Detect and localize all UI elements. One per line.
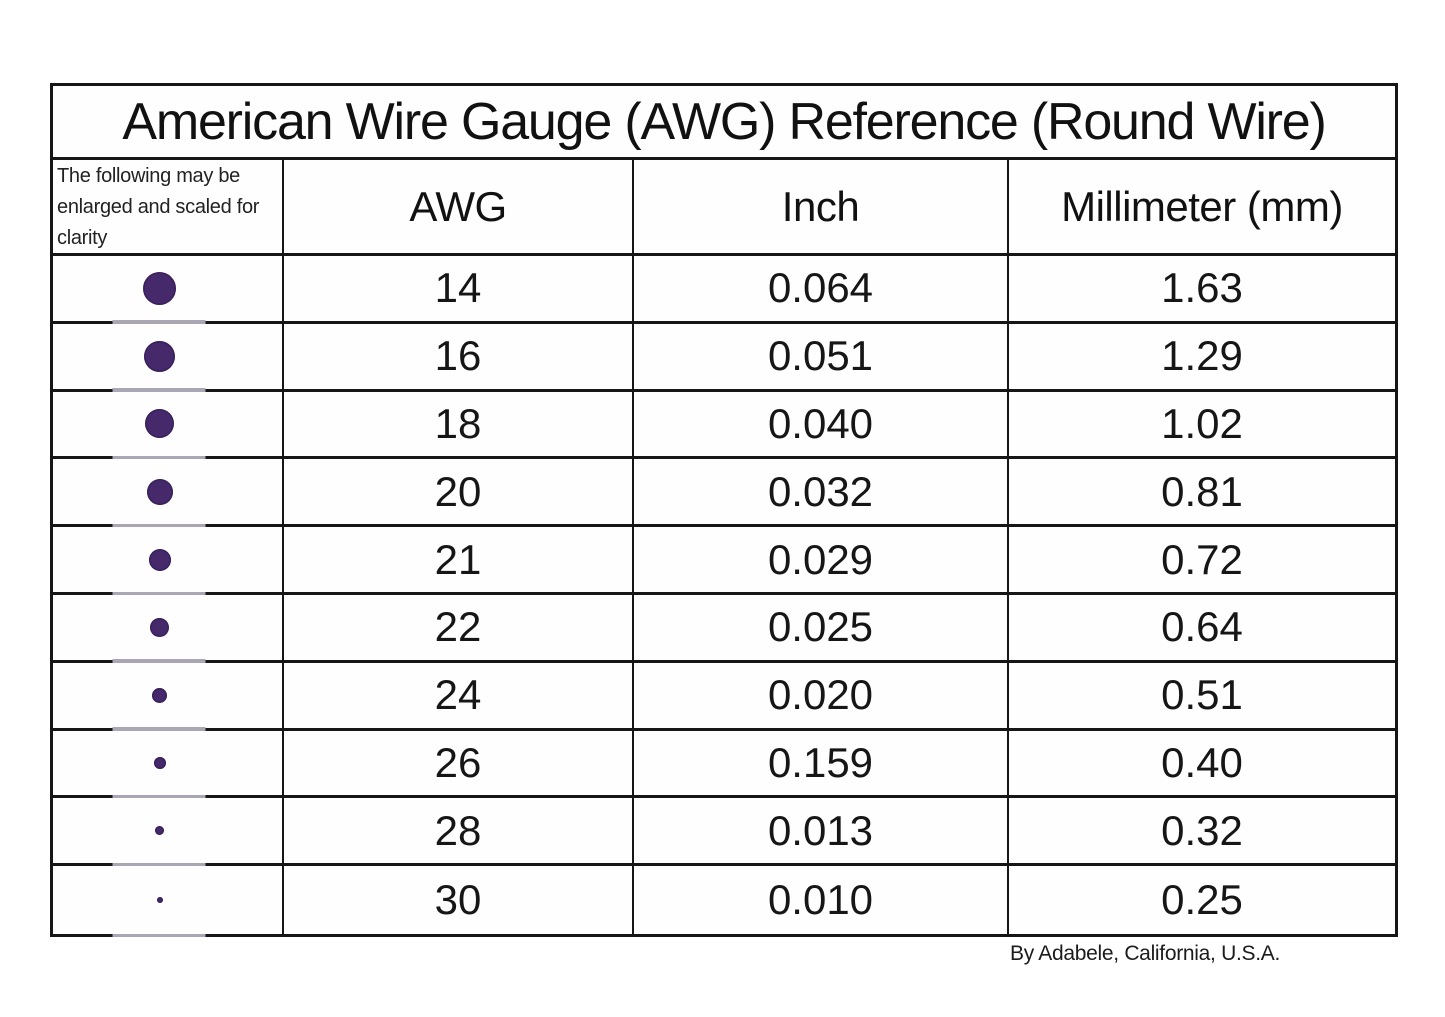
header-note: The following may be enlarged and scaled… — [53, 160, 284, 256]
wire-size-dot-cell — [53, 595, 284, 663]
awg-value: 22 — [284, 595, 634, 663]
wire-size-dot-cell — [53, 730, 284, 799]
inch-value: 0.159 — [634, 730, 1009, 799]
inch-value: 0.025 — [634, 595, 1009, 663]
inch-value: 0.032 — [634, 459, 1009, 528]
awg-value: 14 — [284, 256, 634, 324]
mm-value: 1.63 — [1009, 256, 1395, 324]
inch-value: 0.064 — [634, 256, 1009, 324]
inch-value: 0.013 — [634, 798, 1009, 867]
credit-text: By Adabele, California, U.S.A. — [1010, 942, 1280, 965]
mm-value: 1.02 — [1009, 391, 1395, 460]
wire-dot-icon — [150, 617, 169, 637]
wire-dot-icon — [153, 756, 166, 769]
wire-dot-icon — [155, 826, 164, 836]
mm-value: 0.51 — [1009, 662, 1395, 731]
wire-size-dot-cell — [53, 459, 284, 528]
inch-value: 0.051 — [634, 323, 1009, 392]
awg-reference-table: American Wire Gauge (AWG) Reference (Rou… — [50, 83, 1398, 937]
awg-value: 28 — [284, 798, 634, 867]
awg-value: 16 — [284, 323, 634, 392]
wire-size-dot-cell — [53, 662, 284, 731]
wire-dot-icon — [156, 897, 163, 904]
mm-value: 0.72 — [1009, 527, 1395, 595]
mm-value: 0.64 — [1009, 595, 1395, 663]
inch-value: 0.029 — [634, 527, 1009, 595]
awg-value: 18 — [284, 391, 634, 460]
wire-size-dot-cell — [53, 798, 284, 867]
mm-value: 1.29 — [1009, 323, 1395, 392]
wire-dot-icon — [144, 340, 175, 372]
inch-value: 0.020 — [634, 662, 1009, 731]
mm-value: 0.32 — [1009, 798, 1395, 867]
inch-value: 0.040 — [634, 391, 1009, 460]
column-header-inch: Inch — [634, 160, 1009, 256]
mm-value: 0.40 — [1009, 730, 1395, 799]
inch-value: 0.010 — [634, 866, 1009, 934]
awg-value: 24 — [284, 662, 634, 731]
mm-value: 0.25 — [1009, 866, 1395, 934]
wire-size-dot-cell — [53, 256, 284, 324]
wire-size-dot-cell — [53, 527, 284, 595]
wire-dot-icon — [145, 409, 174, 439]
table-title: American Wire Gauge (AWG) Reference (Rou… — [53, 86, 1395, 160]
wire-size-dot-cell — [53, 391, 284, 460]
wire-dot-icon — [146, 478, 173, 505]
awg-value: 26 — [284, 730, 634, 799]
wire-size-dot-cell — [53, 323, 284, 392]
awg-value: 20 — [284, 459, 634, 528]
column-header-awg: AWG — [284, 160, 634, 256]
mm-value: 0.81 — [1009, 459, 1395, 528]
awg-value: 21 — [284, 527, 634, 595]
awg-value: 30 — [284, 866, 634, 934]
column-header-mm: Millimeter (mm) — [1009, 160, 1395, 256]
wire-size-dot-cell — [53, 866, 284, 934]
wire-dot-icon — [143, 271, 176, 305]
wire-dot-icon — [152, 687, 167, 703]
wire-dot-icon — [148, 548, 171, 571]
